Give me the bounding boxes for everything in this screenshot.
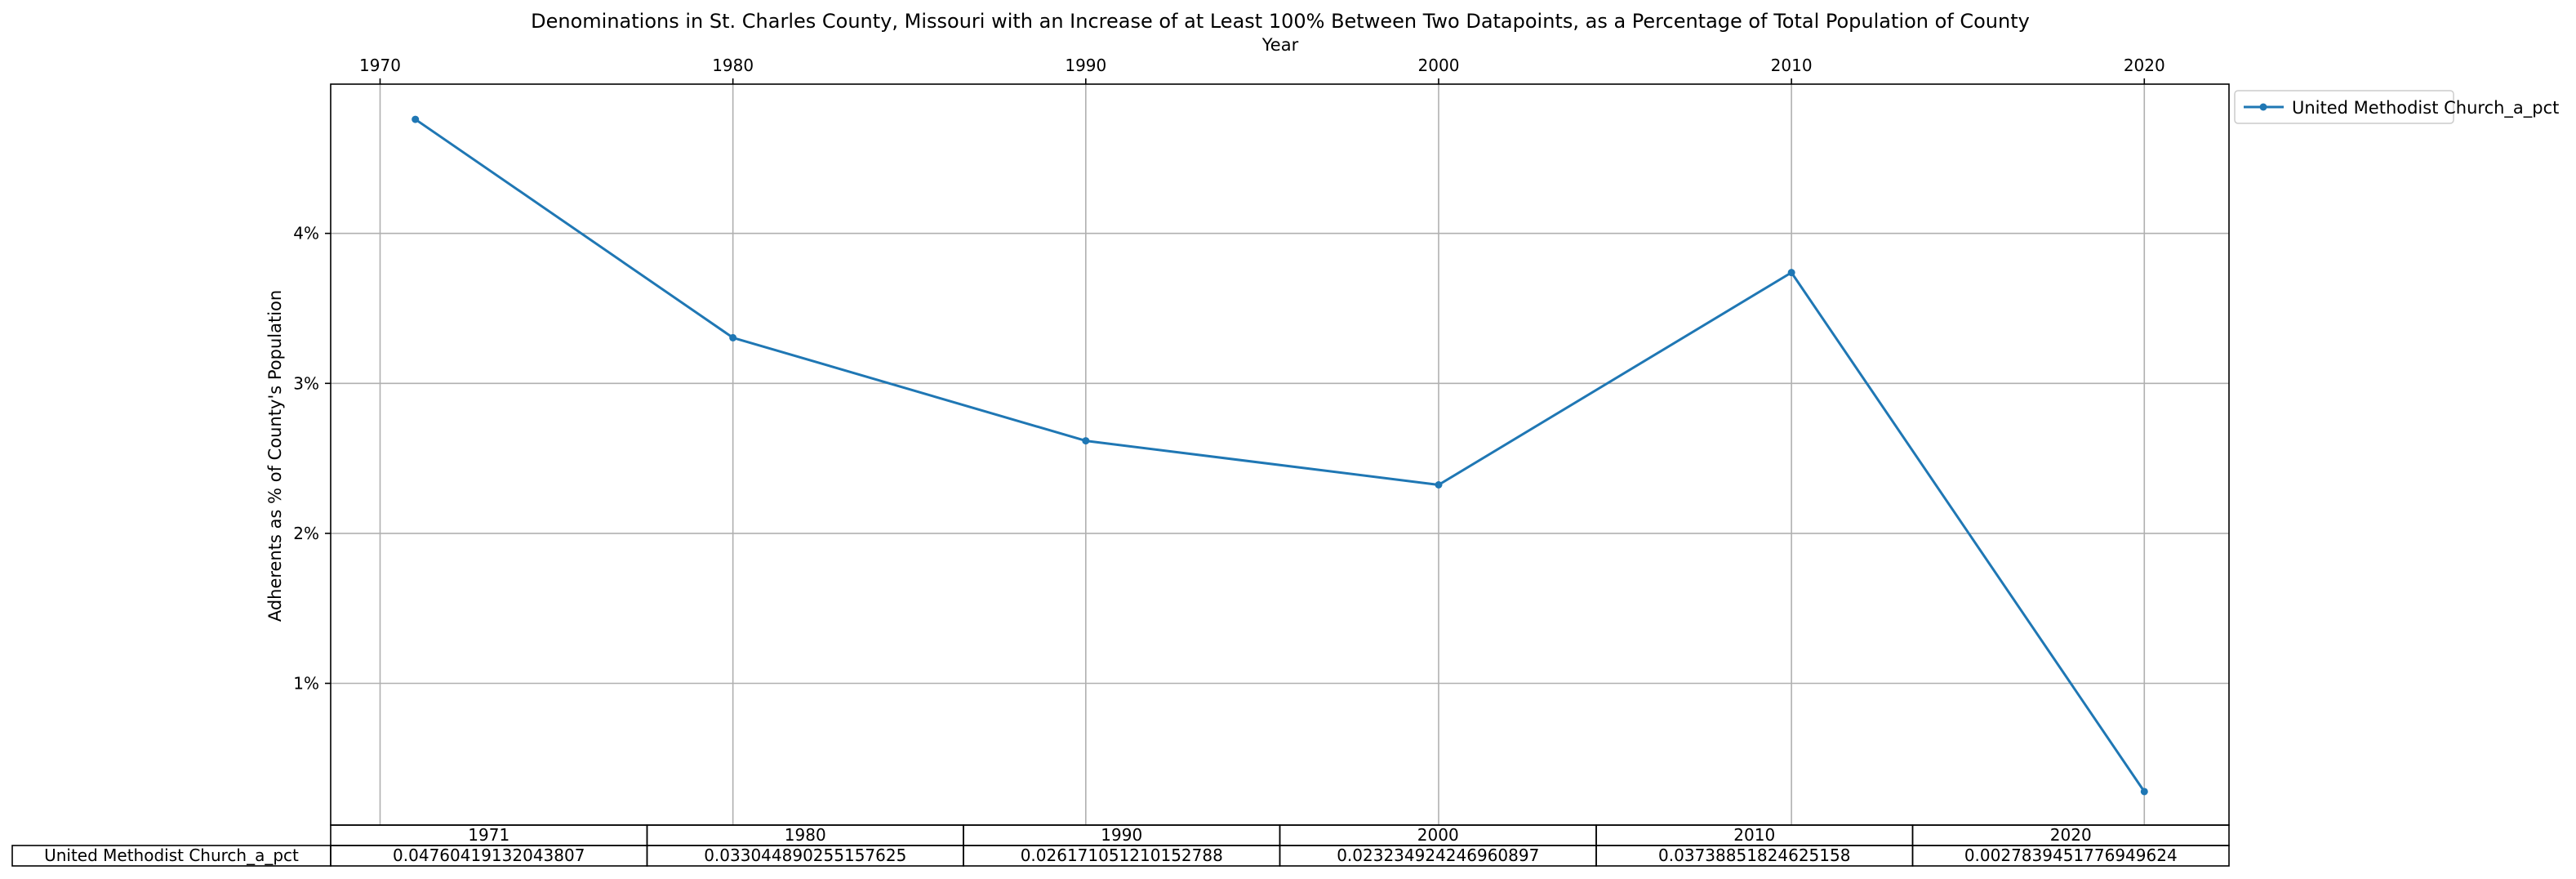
data-table: United Methodist Church_a_pct 19710.04760…	[11, 824, 2230, 867]
legend-box	[2234, 90, 2454, 124]
data-point	[729, 333, 737, 341]
y-tick-label: 2%	[293, 524, 319, 543]
y-tick-label: 3%	[293, 373, 319, 393]
x-tick-label: 1980	[712, 56, 754, 75]
x-tick-label: 2000	[1418, 56, 1460, 75]
grid-lines	[331, 84, 2229, 825]
x-axis-label: Year	[1261, 35, 1299, 55]
table-header-label: 1990	[1101, 825, 1142, 845]
legend-label: United Methodist Church_a_pct	[2292, 98, 2559, 118]
data-point	[1435, 480, 1443, 489]
table-row-label: United Methodist Church_a_pct	[44, 846, 299, 865]
y-tick-label: 1%	[293, 673, 319, 693]
data-point	[2140, 788, 2148, 796]
table-header-label: 2010	[1733, 825, 1775, 845]
y-axis-label: Adherents as % of County's Population	[265, 290, 285, 622]
table-value: 0.026171051210152788	[1021, 846, 1223, 865]
table-header-label: 2000	[1417, 825, 1459, 845]
data-point	[412, 115, 420, 123]
table-header-label: 1971	[468, 825, 509, 845]
table-value: 0.04760419132043807	[393, 846, 585, 865]
axis-ticks: 1970 1980 1990 2000 2010 2020 1% 2% 3% 4%	[293, 56, 2164, 693]
plot-frame	[330, 83, 2230, 826]
x-tick-label: 1990	[1065, 56, 1106, 75]
legend: United Methodist Church_a_pct	[2234, 90, 2559, 124]
x-tick-label: 1970	[359, 56, 401, 75]
data-series	[412, 115, 2148, 796]
legend-marker-swatch	[2259, 103, 2267, 111]
data-point	[1082, 437, 1090, 445]
x-tick-label: 2020	[2124, 56, 2165, 75]
table-value: 0.033044890255157625	[704, 846, 906, 865]
y-tick-label: 4%	[293, 224, 319, 243]
table-value: 0.0027839451776949624	[1964, 846, 2178, 865]
table-value: 0.03738851824625158	[1658, 846, 1850, 865]
table-header-label: 2020	[2050, 825, 2092, 845]
chart-title: Denominations in St. Charles County, Mis…	[531, 10, 2030, 33]
data-point	[1787, 269, 1795, 277]
x-tick-label: 2010	[1771, 56, 1813, 75]
table-value-cell	[1911, 845, 2230, 867]
table-value: 0.023234924246960897	[1337, 846, 1539, 865]
table-header-label: 1980	[785, 825, 826, 845]
series-line	[414, 118, 2146, 792]
